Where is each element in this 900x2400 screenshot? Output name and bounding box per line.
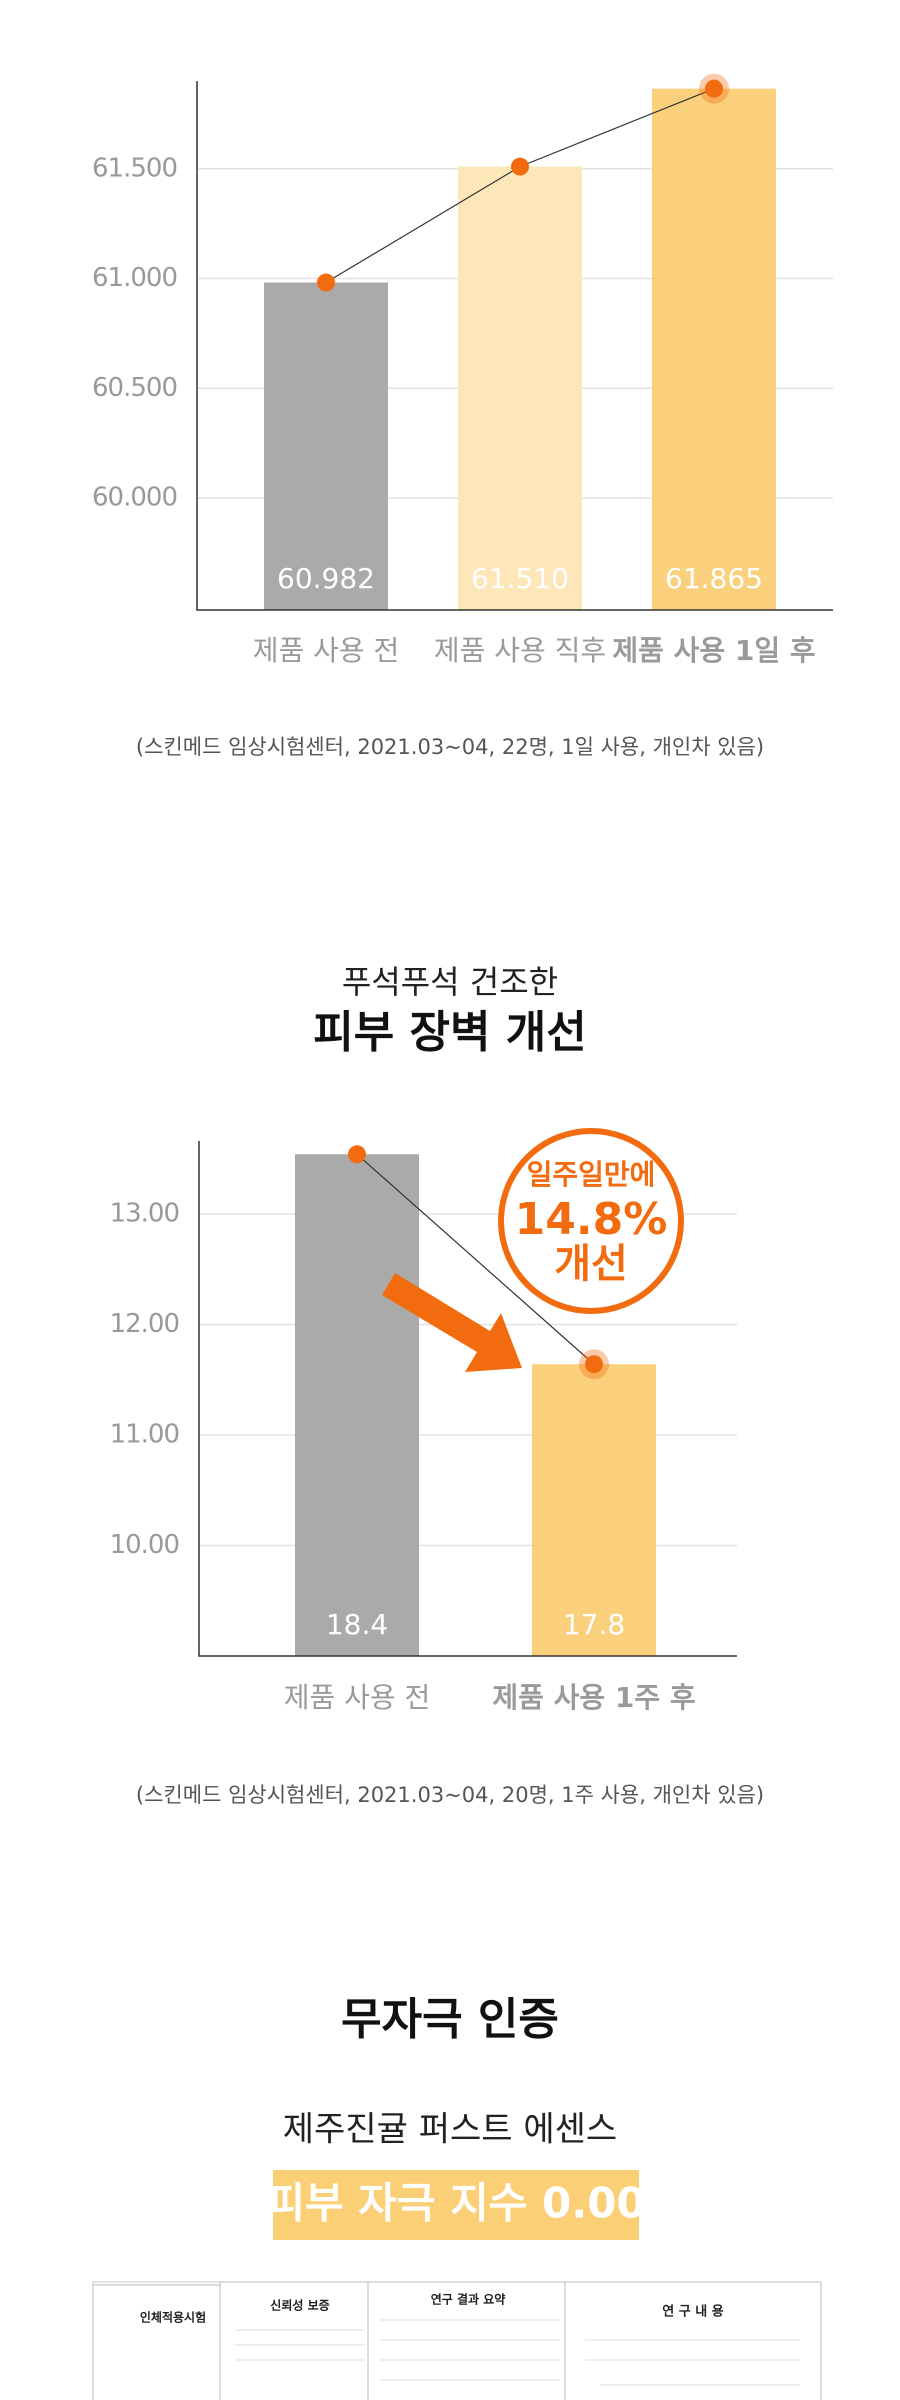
x-tick-label: 제품 사용 1주 후 <box>492 1681 695 1714</box>
bar-label: 17.8 <box>563 1608 625 1641</box>
y-tick-label: 12.00 <box>110 1309 179 1339</box>
highlight-box <box>273 2170 639 2240</box>
bar <box>458 166 582 610</box>
point <box>317 273 335 292</box>
y-tick-label: 61.500 <box>92 153 177 183</box>
badge-text: 일주일만에 <box>527 1158 656 1191</box>
badge <box>498 1128 684 1314</box>
chart: 10.00 11.00 12.00 13.00 18.4 제품 사용 전 17.8 제품 사용… <box>110 1128 764 1807</box>
chart-subtitle: 푸석푸석 건조한 <box>342 963 558 1001</box>
x-tick-label: 제품 사용 직후 <box>434 634 606 667</box>
y-tick-label: 13.00 <box>110 1198 179 1228</box>
value-label: 61.510 <box>471 562 569 595</box>
bar <box>532 1364 656 1656</box>
value-label: 61.865 <box>665 562 763 595</box>
arrow <box>382 1273 522 1372</box>
axis <box>196 81 833 611</box>
axis <box>198 1141 737 1657</box>
doc-title: 인체적용시험 <box>140 2310 206 2325</box>
point <box>511 157 529 176</box>
x-tick-label: 제품 사용 전 <box>253 634 400 667</box>
y-tick-label: 60.500 <box>92 373 177 403</box>
chart-note: (스킨메드 임상시험센터, 2021.03~04, 20명, 1주 사용, 개인… <box>136 1783 764 1807</box>
highlight-text: 피부 자극 지수 0.00 <box>266 2179 645 2228</box>
trend-line <box>356 1153 595 1365</box>
chart: 60.000 60.500 61.000 61.500 60.982 제품 사용 전 61.… <box>92 73 833 759</box>
bar <box>652 88 776 611</box>
y-tick-label: 10.00 <box>110 1530 179 1560</box>
doc-page <box>219 2281 381 2400</box>
product-name: 제주진귤 퍼스트 에센스 <box>283 2110 617 2150</box>
point <box>348 1145 366 1164</box>
documents: 인체적용시험 신뢰성 보증 연구 결과 요약 연 구 내 용 <box>92 2281 822 2400</box>
bar-label: 18.4 <box>326 1608 388 1641</box>
x-tick-label: 제품 사용 전 <box>284 1681 431 1714</box>
y-tick-label: 11.00 <box>110 1419 179 1449</box>
badge-text: 14.8% <box>515 1194 668 1245</box>
y-tick-label: 61.000 <box>92 263 177 293</box>
value-label: 60.982 <box>277 562 375 595</box>
chart-title: 피부 장벽 개선 <box>313 1007 587 1058</box>
point <box>585 1355 603 1374</box>
bar <box>295 1154 419 1656</box>
doc-lines <box>235 2319 800 2386</box>
doc-title: 신뢰성 보증 <box>270 2298 329 2313</box>
point <box>705 79 723 98</box>
doc-title: 연구 결과 요약 <box>431 2292 506 2307</box>
section-title: 무자극 인증 <box>341 1994 559 2045</box>
chart-note: (스킨메드 임상시험센터, 2021.03~04, 22명, 1일 사용, 개인… <box>136 735 764 759</box>
y-tick-label: 60.000 <box>92 483 177 513</box>
x-tick-label: 제품 사용 1일 후 <box>612 634 815 667</box>
doc-page <box>564 2281 822 2400</box>
badge-text: 개선 <box>554 1241 628 1287</box>
doc-title: 연 구 내 용 <box>662 2304 723 2320</box>
bar <box>264 282 388 610</box>
